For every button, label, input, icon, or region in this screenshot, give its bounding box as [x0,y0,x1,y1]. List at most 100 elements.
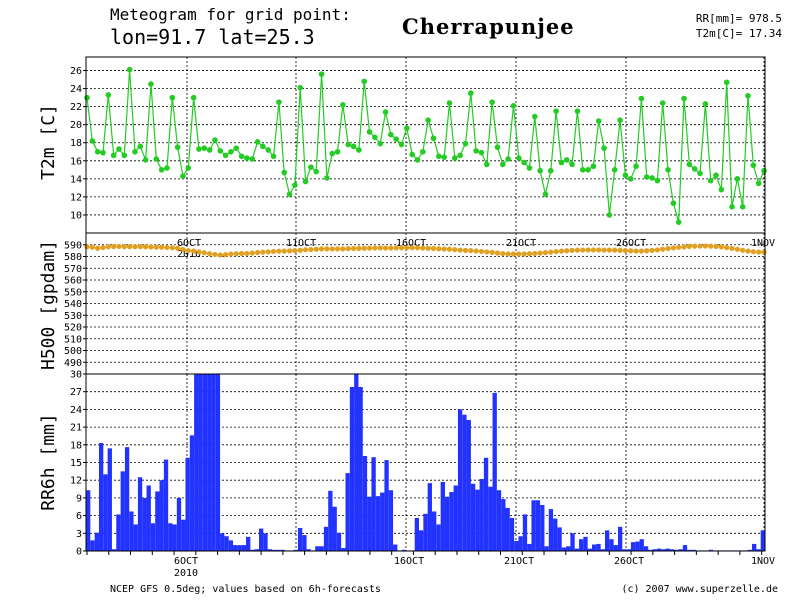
h500-point [724,244,730,251]
h500-point [270,248,277,255]
h500-point [484,249,490,255]
rr6h-bar [596,543,601,551]
rr6h-bar [185,457,190,551]
rr6h-bar [449,492,454,551]
h500-point [686,243,692,249]
t2m-point [404,125,410,132]
h500-point [500,250,506,257]
h500-point [191,248,197,254]
t2m-point [436,153,442,160]
h500-tick-label: 580 [64,252,82,263]
h500-point [441,246,447,252]
t2m-point [537,167,543,174]
rr6h-bar [202,374,208,551]
t2m-point [526,165,533,171]
rr6h-bar [302,535,307,551]
rr6h-bar [176,497,182,551]
t2m-point [190,94,197,101]
t2m-point [515,155,522,161]
rr6h-bar [462,414,467,551]
panel-frames [85,56,766,555]
t2m-point [254,139,261,145]
t2m-point [265,147,272,153]
rr6h-bar [371,457,376,551]
h500-point [292,248,298,254]
h500-point [452,246,458,253]
rr6h-bar [414,517,420,551]
t2m-point [659,100,666,106]
rr6h-bar [107,448,112,551]
rr6h-bar [514,540,519,551]
rr6h-bar [250,549,255,551]
t2m-point [244,155,250,161]
h500-point [95,245,101,251]
h500-point [281,248,287,254]
h500-point [702,243,708,249]
t2m-point [499,161,506,168]
h500-point [388,245,394,251]
h500-point [585,247,591,253]
h500-point [409,245,415,251]
rr6h-bar [427,483,432,551]
date-label: 1NOV [751,556,775,567]
t2m-point [110,152,117,159]
h500-point [201,250,207,256]
rr6h-bar [111,549,117,551]
t2m-point [425,117,431,123]
t2m-point [137,143,144,150]
h500-tick-label: 590 [64,240,82,251]
rr6h-bar [207,374,212,551]
date-label: 16OCT [394,556,424,567]
t2m-point [478,149,485,156]
h500-tick-label: 510 [64,334,82,345]
rr6h-bar [228,540,234,551]
rr6h-bar [116,514,121,551]
rr6h-bar [678,549,683,551]
rr6h-bar [544,546,549,551]
h500-point [750,249,756,255]
t2m-point [180,173,186,179]
rr6h-bar [635,541,640,551]
rr6h-bar [280,549,285,551]
rr6h-bar [98,443,104,551]
h500-point [564,248,570,254]
date-label: 6OCT [177,238,201,249]
h500-point [180,246,186,253]
h500-point [143,244,149,250]
rr6h-bar [297,527,303,551]
date-label: 21OCT [506,238,536,249]
rr6h-tick-label: 27 [70,387,82,398]
h500-point [558,248,565,254]
t2m-point [238,153,245,160]
rr6h-bar [172,524,177,551]
t2m-point [420,148,426,155]
h500-tick-label: 530 [64,311,82,322]
rr6h-bar [358,386,363,551]
rr6h-bar [522,514,528,551]
rr6h-bar [574,548,580,551]
h500-point [105,244,111,250]
h500-point [137,244,143,250]
t2m-point [105,92,112,98]
rr6h-tick-label: 18 [70,440,82,451]
h500-point [697,243,703,249]
rr6h-bar [211,374,216,551]
rr6h-bar [90,540,95,551]
t2m-point [340,102,346,108]
rr6h-bar [752,543,757,551]
h500-point [446,246,453,252]
rr6h-bar [518,536,523,551]
rr6h-bar [466,420,471,551]
t2m-point [686,161,693,168]
h500-tick-label: 550 [64,287,82,298]
h500-point [676,244,682,250]
h500-point [692,243,698,249]
h500-point [649,247,655,253]
t2m-tick-label: 14 [70,174,82,185]
h500-point [420,245,426,251]
rr6h-tick-label: 3 [76,529,82,540]
rr6h-bar [367,496,372,551]
rr6h-bar [159,480,164,551]
h500-point [734,246,740,252]
